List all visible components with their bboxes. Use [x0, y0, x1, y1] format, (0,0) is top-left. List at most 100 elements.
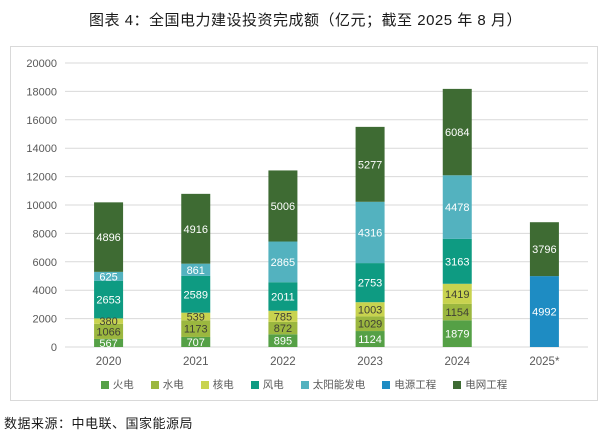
bar-segment-label: 2753 — [358, 278, 382, 290]
bar-segment — [94, 202, 124, 272]
bar-segment-label: 707 — [187, 337, 205, 349]
x-axis-category-label: 2022 — [270, 356, 296, 368]
legend-swatch — [200, 380, 209, 389]
bar-segment — [355, 126, 385, 202]
y-axis-tick-label: 20000 — [26, 58, 57, 70]
legend-label: 电源工程 — [394, 379, 437, 391]
legend-label: 核电 — [212, 379, 234, 391]
legend-item: 水电 — [150, 377, 184, 392]
y-axis-tick-label: 8000 — [33, 228, 57, 240]
y-axis-tick-label: 14000 — [26, 143, 57, 155]
x-axis-category-label: 2021 — [183, 356, 209, 368]
legend-item: 电源工程 — [382, 377, 436, 392]
bar-segment-label: 4316 — [358, 227, 382, 239]
bar-segment-label: 1154 — [445, 307, 469, 319]
bar-segment-label: 1124 — [358, 334, 382, 346]
legend-swatch — [453, 380, 462, 389]
legend-item: 电网工程 — [453, 377, 507, 392]
bar-segment-label: 2011 — [271, 291, 295, 303]
bar-segment — [355, 302, 385, 317]
bar-segment — [355, 316, 385, 332]
bar-segment-label: 872 — [274, 323, 292, 335]
bar-segment — [268, 310, 298, 322]
bar-segment — [94, 280, 124, 319]
x-axis-category-label: 2024 — [444, 356, 470, 368]
y-axis-tick-labels: 0 2000 4000 6000 8000 10000 12000 14000 16000 180… — [26, 58, 57, 354]
legend-label: 水电 — [162, 379, 184, 391]
bar-segment — [529, 276, 559, 347]
bar-segment-label: 625 — [99, 271, 117, 283]
y-axis-tick-label: 12000 — [26, 172, 57, 184]
bar-segment — [181, 193, 211, 264]
bar-segment — [94, 323, 124, 339]
bar-segment-label: 2589 — [184, 289, 208, 301]
bar-segment — [94, 338, 124, 347]
bar-segment-label: 6084 — [445, 127, 469, 139]
bar-segment — [181, 263, 211, 276]
bar-segment-label: 1066 — [96, 326, 120, 338]
bar-segment — [355, 201, 385, 264]
bar-segment-label: 1029 — [358, 319, 382, 331]
legend-label: 电网工程 — [465, 379, 508, 391]
bar-segment-label: 895 — [274, 336, 292, 348]
bar-segment — [442, 238, 472, 284]
y-axis-tick-label: 0 — [51, 342, 57, 354]
bar-segment — [268, 282, 298, 311]
y-axis-tick-label: 6000 — [33, 257, 57, 269]
legend-swatch — [150, 380, 159, 389]
x-axis-category-label: 2023 — [357, 356, 383, 368]
chart-legend: 火电 水电 核电 风电 太阳能发电 电源工程 电网工程 — [11, 377, 597, 392]
x-axis-category-label: 2025* — [529, 356, 560, 368]
bar-segment-label: 2653 — [96, 295, 120, 307]
bar-segment-label: 3163 — [445, 256, 469, 268]
y-axis-tick-label: 18000 — [26, 86, 57, 98]
bar-segment — [355, 263, 385, 303]
bar-segment — [94, 271, 124, 281]
bar-segment-label: 1879 — [445, 329, 469, 341]
bar-segment — [442, 320, 472, 347]
bar-segment-label: 4992 — [532, 307, 556, 319]
bar-segment-label: 380 — [99, 316, 117, 328]
x-axis-category-label: 2020 — [96, 356, 122, 368]
bar-segment-label: 861 — [187, 265, 205, 277]
bar-segment-label: 5277 — [358, 159, 382, 171]
bar-segment — [268, 321, 298, 335]
bar-segment-label: 2865 — [271, 257, 295, 269]
bar-segment — [268, 334, 298, 347]
legend-swatch — [382, 380, 391, 389]
bar-segment-label: 539 — [187, 311, 205, 323]
legend-label: 火电 — [112, 379, 134, 391]
bar-segment — [181, 320, 211, 337]
data-source-note: 数据来源：中电联、国家能源局 — [4, 416, 194, 431]
bar-segment — [268, 170, 298, 242]
bar-segment-label: 1419 — [445, 289, 469, 301]
legend-label: 风电 — [262, 379, 284, 391]
legend-label: 太阳能发电 — [312, 379, 366, 391]
bar-segment — [268, 241, 298, 283]
legend-swatch — [100, 380, 109, 389]
legend-swatch — [250, 380, 259, 389]
y-axis-tick-label: 16000 — [26, 115, 57, 127]
legend-item: 太阳能发电 — [300, 377, 366, 392]
bar-segment-label: 4916 — [184, 224, 208, 236]
bar-segment — [442, 303, 472, 321]
y-axis-tick-label: 4000 — [33, 285, 57, 297]
y-axis-tick-label: 2000 — [33, 314, 57, 326]
bars — [94, 88, 559, 347]
bar-segment — [529, 222, 559, 277]
bar-segment — [442, 283, 472, 304]
legend-swatch — [300, 380, 309, 389]
bar-segment-label: 785 — [274, 311, 292, 323]
chart-title: 图表 4：全国电力建设投资完成额（亿元；截至 2025 年 8 月） — [89, 12, 522, 29]
bar-segment — [181, 312, 211, 321]
bar-segment — [181, 275, 211, 313]
y-axis-tick-label: 10000 — [26, 200, 57, 212]
bar-segment-label: 1003 — [358, 304, 382, 316]
bar-segment-label: 4896 — [96, 232, 120, 244]
bar-segment — [94, 318, 124, 324]
bar-segment — [181, 336, 211, 347]
bar-segment — [442, 88, 472, 176]
gridlines — [65, 62, 588, 348]
